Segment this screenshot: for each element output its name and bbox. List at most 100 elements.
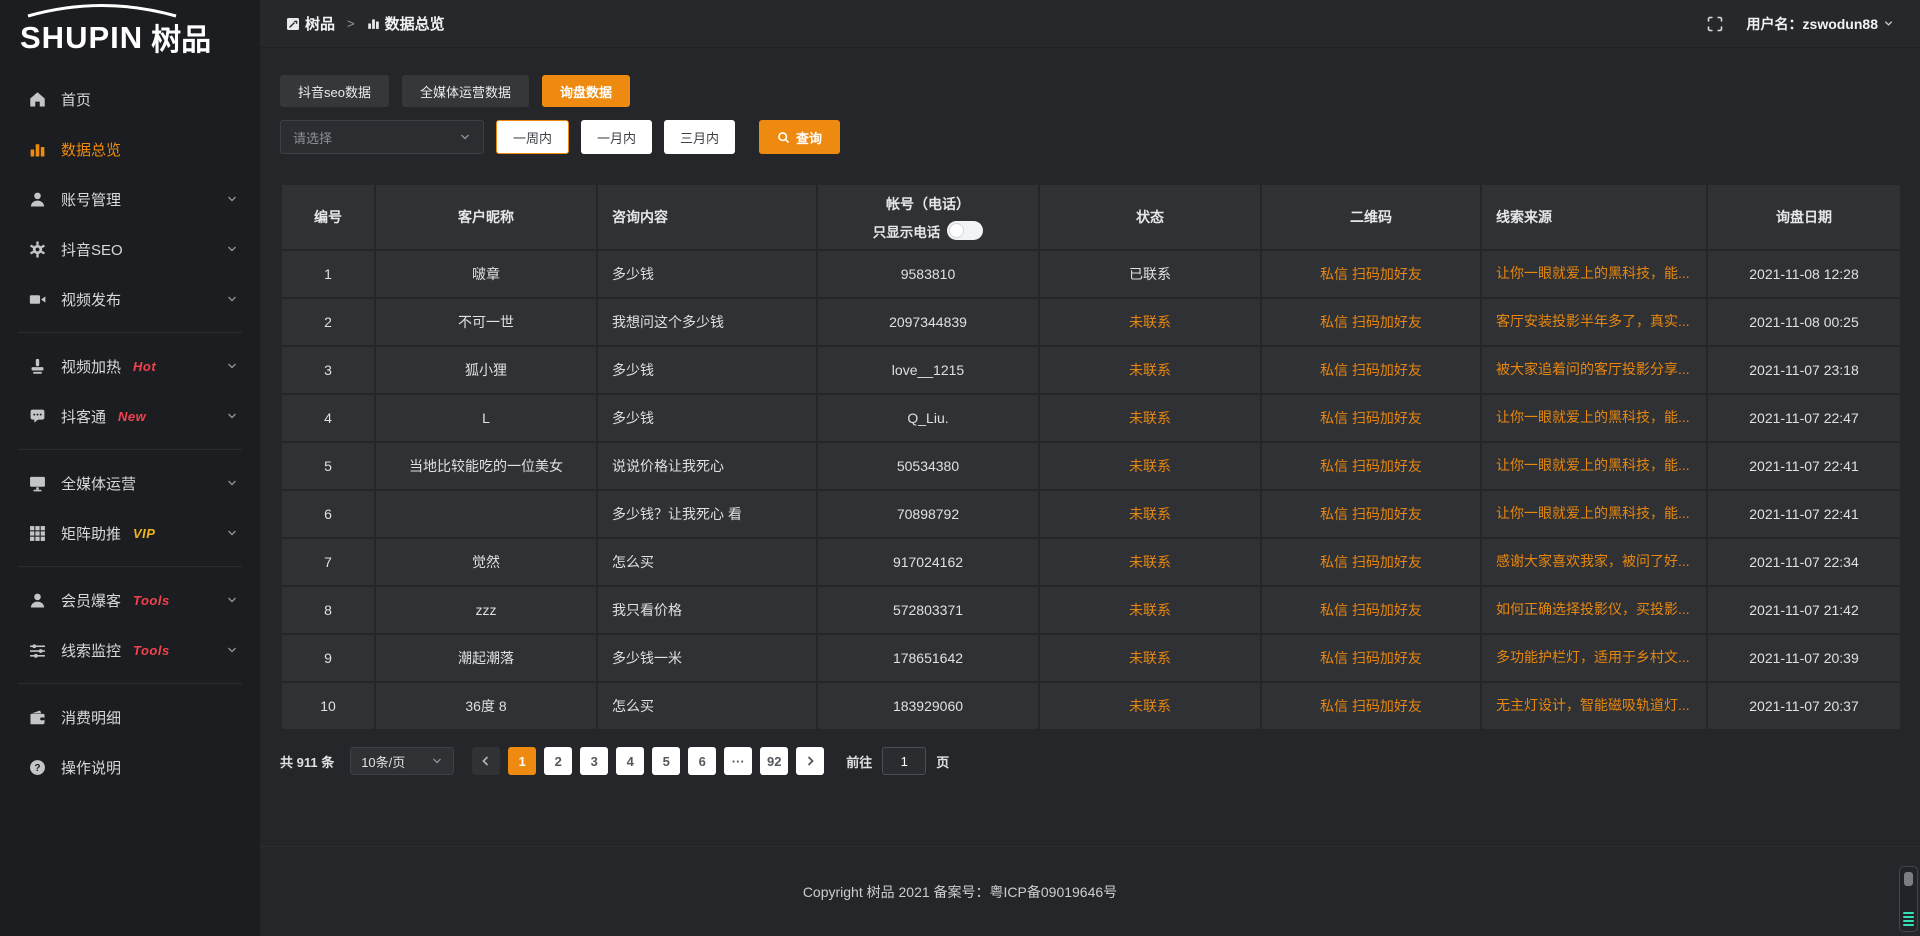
next-page-button[interactable] — [796, 747, 825, 775]
cell-date: 2021-11-08 12:28 — [1706, 249, 1902, 299]
lead-source-link[interactable]: 让你一眼就爱上的黑科技，能... — [1496, 456, 1690, 473]
page-size-select[interactable]: 10条/页 — [350, 747, 455, 775]
page-button-92[interactable]: 92 — [760, 747, 789, 775]
qr-add-friend-link[interactable]: 私信 扫码加好友 — [1320, 314, 1422, 330]
tab-omnimedia-data[interactable]: 全媒体运营数据 — [401, 75, 529, 107]
cell-no: 9 — [280, 633, 376, 683]
sidebar-item-data-overview[interactable]: 数据总览 — [0, 124, 260, 174]
col-header-nickname: 客户昵称 — [374, 183, 598, 251]
chevron-down-icon — [459, 131, 471, 143]
monitor-icon — [28, 475, 46, 492]
goto-page-input[interactable] — [882, 747, 927, 775]
sidebar-item-label: 账号管理 — [61, 191, 122, 209]
lead-source-link[interactable]: 感谢大家喜欢我家，被问了好... — [1496, 552, 1690, 569]
page-button-3[interactable]: 3 — [580, 747, 609, 775]
cell-source: 无主灯设计，智能磁吸轨道灯... — [1480, 681, 1708, 731]
tab-inquiry-data[interactable]: 询盘数据 — [541, 75, 630, 107]
cell-status: 未联系 — [1038, 537, 1262, 587]
user-menu[interactable]: 用户名： zswodun88 — [1747, 14, 1894, 34]
tab-douyin-seo-data[interactable]: 抖音seo数据 — [280, 75, 389, 107]
cell-content: 多少钱？让我死心 看 — [596, 489, 818, 539]
page-button-1[interactable]: 1 — [508, 747, 537, 775]
sidebar: SHUPIN 树品 首页 数据总览 账号管理 抖音SEO 视频发布 — [0, 0, 260, 936]
sidebar-item-label: 首页 — [61, 91, 92, 109]
cell-account: 50534380 — [816, 441, 1040, 491]
qr-add-friend-link[interactable]: 私信 扫码加好友 — [1320, 458, 1422, 474]
page-button-5[interactable]: 5 — [652, 747, 681, 775]
sidebar-item-label: 视频加热 — [61, 358, 122, 376]
lead-source-link[interactable]: 如何正确选择投影仪，买投影... — [1496, 600, 1690, 617]
lead-source-link[interactable]: 客厅安装投影半年多了，真实... — [1496, 312, 1690, 329]
sidebar-item-home[interactable]: 首页 — [0, 74, 260, 124]
sidebar-divider — [18, 332, 242, 333]
period-month-button[interactable]: 一月内 — [581, 120, 653, 154]
brand-name-cn: 树品 — [151, 24, 212, 57]
sidebar-item-label: 会员爆客 — [61, 592, 122, 610]
select-placeholder: 请选择 — [293, 130, 333, 146]
main-content: 抖音seo数据 全媒体运营数据 询盘数据 请选择 一周内 一月内 三月内 查询 … — [260, 48, 1920, 936]
phone-toggle-label: 只显示电话 — [872, 224, 941, 240]
qr-add-friend-link[interactable]: 私信 扫码加好友 — [1320, 650, 1422, 666]
lead-source-link[interactable]: 让你一眼就爱上的黑科技，能... — [1496, 504, 1690, 521]
cell-account: love__1215 — [816, 345, 1040, 395]
corner-widget[interactable] — [1899, 866, 1918, 932]
qr-add-friend-link[interactable]: 私信 扫码加好友 — [1320, 362, 1422, 378]
page-more-button[interactable]: ··· — [724, 747, 753, 775]
qr-add-friend-link[interactable]: 私信 扫码加好友 — [1320, 554, 1422, 570]
qr-add-friend-link[interactable]: 私信 扫码加好友 — [1320, 602, 1422, 618]
inquiry-table: 编号 客户昵称 咨询内容 帐号（电话） 只显示电话 状态 二维码 线索来源 询盘… — [280, 183, 1902, 731]
breadcrumb-current: 数据总览 — [384, 16, 445, 33]
cell-source: 让你一眼就爱上的黑科技，能... — [1480, 441, 1708, 491]
prev-page-button[interactable] — [472, 747, 501, 775]
page-button-4[interactable]: 4 — [616, 747, 645, 775]
sidebar-item-matrix-boost[interactable]: 矩阵助推 VIP — [0, 508, 260, 558]
lead-source-link[interactable]: 让你一眼就爱上的黑科技，能... — [1496, 264, 1690, 281]
sidebar-item-lead-monitor[interactable]: 线索监控 Tools — [0, 625, 260, 675]
page-button-6[interactable]: 6 — [688, 747, 717, 775]
sidebar-item-omnimedia[interactable]: 全媒体运营 — [0, 458, 260, 508]
cell-no: 1 — [280, 249, 376, 299]
cell-qrcode: 私信 扫码加好友 — [1260, 249, 1482, 299]
qr-add-friend-link[interactable]: 私信 扫码加好友 — [1320, 698, 1422, 714]
chevron-down-icon — [226, 243, 238, 255]
qr-add-friend-link[interactable]: 私信 扫码加好友 — [1320, 266, 1422, 282]
table-row: 9 潮起潮落 多少钱一米 178651642 未联系 私信 扫码加好友 多功能护… — [280, 633, 1902, 683]
sidebar-item-help[interactable]: ? 操作说明 — [0, 742, 260, 792]
sidebar-divider — [18, 449, 242, 450]
lead-source-link[interactable]: 让你一眼就爱上的黑科技，能... — [1496, 408, 1690, 425]
lead-source-link[interactable]: 被大家追着问的客厅投影分享... — [1496, 360, 1690, 377]
qr-add-friend-link[interactable]: 私信 扫码加好友 — [1320, 506, 1422, 522]
fullscreen-icon[interactable] — [1707, 16, 1723, 32]
lead-source-link[interactable]: 无主灯设计，智能磁吸轨道灯... — [1496, 696, 1690, 713]
sidebar-item-douketong[interactable]: 抖客通 New — [0, 391, 260, 441]
account-select[interactable]: 请选择 — [280, 120, 484, 154]
goto-label: 前往 — [846, 754, 873, 770]
page-button-2[interactable]: 2 — [544, 747, 573, 775]
period-week-button[interactable]: 一周内 — [496, 120, 570, 154]
sidebar-item-douyin-seo[interactable]: 抖音SEO — [0, 224, 260, 274]
nav-badge: Hot — [133, 358, 157, 374]
chat-bubble-icon — [28, 408, 46, 425]
svg-text:?: ? — [34, 763, 40, 774]
gear-icon — [28, 240, 46, 258]
phone-only-toggle[interactable] — [947, 221, 984, 240]
sidebar-item-spending-detail[interactable]: 消费明细 — [0, 692, 260, 742]
brand-logo[interactable]: SHUPIN 树品 — [0, 0, 260, 64]
cell-status: 未联系 — [1038, 297, 1262, 347]
search-button[interactable]: 查询 — [759, 120, 841, 154]
period-quarter-button[interactable]: 三月内 — [664, 120, 736, 154]
sidebar-item-video-heat[interactable]: 视频加热 Hot — [0, 341, 260, 391]
sidebar-item-account-management[interactable]: 账号管理 — [0, 174, 260, 224]
cell-status: 未联系 — [1038, 489, 1262, 539]
breadcrumb-root[interactable]: 树品 — [305, 16, 336, 33]
username-value: zswodun88 — [1802, 15, 1878, 32]
col-header-source: 线索来源 — [1480, 183, 1708, 251]
qr-add-friend-link[interactable]: 私信 扫码加好友 — [1320, 410, 1422, 426]
chevron-left-icon — [482, 756, 489, 766]
cell-status: 未联系 — [1038, 585, 1262, 635]
lead-source-link[interactable]: 多功能护栏灯，适用于乡村文... — [1496, 648, 1690, 665]
sidebar-item-member-burst[interactable]: 会员爆客 Tools — [0, 575, 260, 625]
pagination: 共 911 条 10条/页 1 2 3 4 5 6 ··· 92 前往 页 — [280, 747, 1900, 775]
sidebar-item-label: 数据总览 — [61, 141, 122, 159]
sidebar-item-video-publish[interactable]: 视频发布 — [0, 274, 260, 324]
